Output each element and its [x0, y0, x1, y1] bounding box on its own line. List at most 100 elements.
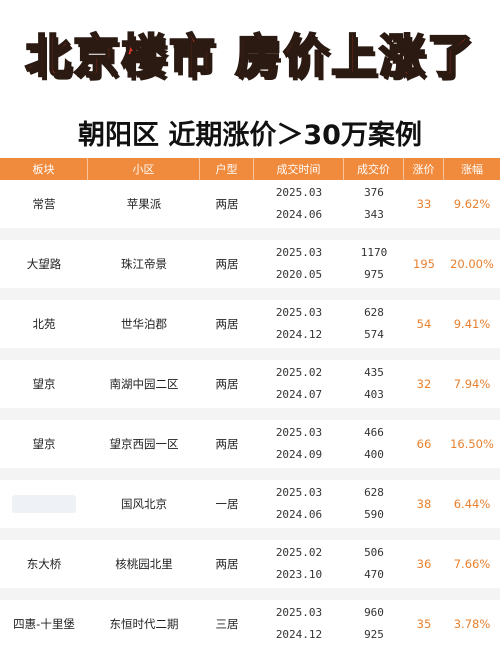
cell-pct: 9.41% [453, 317, 491, 331]
deal-price-new: 628 [364, 486, 384, 499]
cell-pct: 3.78% [453, 617, 491, 631]
cell-area: 常营 [32, 197, 56, 211]
cell-area [0, 480, 88, 528]
cell-rise: 33 [416, 197, 432, 211]
cell-area: 四惠-十里堡 [13, 617, 75, 631]
deal-date-new: 2025.03 [275, 486, 323, 499]
header-community: 小区 [88, 158, 200, 180]
table-row: 东大桥 核桃园北里 两居 2025.02 2023.10 506 470 36 … [0, 540, 500, 588]
deal-date-old: 2024.06 [275, 508, 323, 521]
cell-rise: 38 [416, 497, 432, 511]
deal-price-old: 470 [364, 568, 384, 581]
deal-price-new: 1170 [360, 246, 388, 259]
cell-dates: 2025.03 2024.06 [254, 480, 344, 528]
cell-layout: 两居 [215, 257, 239, 271]
cell-pct: 7.94% [453, 377, 491, 391]
deal-date-new: 2025.02 [275, 546, 323, 559]
cell-area: 东大桥 [26, 557, 62, 571]
deal-date-old: 2024.12 [275, 628, 323, 641]
cell-area: 北苑 [32, 317, 56, 331]
deal-date-old: 2023.10 [275, 568, 323, 581]
cell-dates: 2025.03 2024.09 [254, 420, 344, 468]
cell-layout: 三居 [215, 617, 239, 631]
cell-prices: 628 590 [344, 480, 404, 528]
header-pct: 涨幅 [461, 163, 483, 176]
cell-rise: 195 [413, 257, 435, 271]
cell-layout: 两居 [215, 557, 239, 571]
deal-date-new: 2025.03 [275, 186, 323, 199]
cell-pct: 6.44% [453, 497, 491, 511]
cell-dates: 2025.02 2024.07 [254, 360, 344, 408]
row-separator [0, 468, 500, 480]
deal-date-old: 2024.12 [275, 328, 323, 341]
deal-price-old: 403 [364, 388, 384, 401]
cell-layout: 两居 [215, 317, 239, 331]
cell-community: 核桃园北里 [115, 557, 173, 571]
cell-pct: 16.50% [450, 437, 494, 451]
cell-prices: 435 403 [344, 360, 404, 408]
deal-date-old: 2024.07 [275, 388, 323, 401]
cell-community: 望京西园一区 [109, 437, 179, 451]
deal-price-new: 376 [364, 186, 384, 199]
header-price: 成交价 [344, 158, 404, 180]
deal-price-old: 574 [364, 328, 384, 341]
deal-date-old: 2024.09 [275, 448, 323, 461]
cell-prices: 506 470 [344, 540, 404, 588]
row-separator [0, 288, 500, 300]
table-row: 常营 苹果派 两居 2025.03 2024.06 376 343 33 9.6… [0, 180, 500, 228]
deal-date-old: 2024.06 [275, 208, 323, 221]
cell-rise: 35 [416, 617, 432, 631]
cell-community: 苹果派 [126, 197, 162, 211]
deal-price-old: 400 [364, 448, 384, 461]
cell-prices: 376 343 [344, 180, 404, 228]
table-row: 四惠-十里堡 东恒时代二期 三居 2025.03 2024.12 960 925… [0, 600, 500, 648]
cell-pct: 7.66% [453, 557, 491, 571]
header-rise: 涨价 [404, 158, 444, 180]
deal-price-new: 628 [364, 306, 384, 319]
deal-date-new: 2025.03 [275, 606, 323, 619]
cell-dates: 2025.03 2024.12 [254, 600, 344, 648]
deal-price-new: 466 [364, 426, 384, 439]
cell-rise: 54 [416, 317, 432, 331]
cell-prices: 1170 975 [344, 240, 404, 288]
deal-price-old: 925 [364, 628, 384, 641]
row-separator [0, 528, 500, 540]
cell-layout: 两居 [215, 197, 239, 211]
cell-rise: 36 [416, 557, 432, 571]
table-header-row: 板块 小区 户型 成交时间 成交价 涨价 涨幅 [0, 158, 500, 180]
page-subtitle: 朝阳区 近期涨价＞30万案例 [78, 119, 422, 151]
cell-area: 大望路 [26, 257, 62, 271]
table-row: 北苑 世华泊郡 两居 2025.03 2024.12 628 574 54 9.… [0, 300, 500, 348]
deal-price-old: 343 [364, 208, 384, 221]
row-separator [0, 588, 500, 600]
row-separator [0, 408, 500, 420]
deal-date-new: 2025.03 [275, 246, 323, 259]
cell-pct: 9.62% [453, 197, 491, 211]
cell-dates: 2025.03 2024.12 [254, 300, 344, 348]
cell-prices: 466 400 [344, 420, 404, 468]
deal-date-old: 2020.05 [275, 268, 323, 281]
deal-price-new: 435 [364, 366, 384, 379]
cell-area: 望京 [32, 377, 56, 391]
cell-rise: 66 [416, 437, 432, 451]
table-row: 望京 南湖中园二区 两居 2025.02 2024.07 435 403 32 … [0, 360, 500, 408]
cell-layout: 两居 [215, 377, 239, 391]
deal-price-new: 506 [364, 546, 384, 559]
cell-community: 珠江帝景 [121, 257, 167, 271]
cell-community: 东恒时代二期 [109, 617, 179, 631]
header-layout: 户型 [200, 158, 254, 180]
price-table: 板块 小区 户型 成交时间 成交价 涨价 涨幅 常营 苹果派 两居 2025.0… [0, 158, 500, 648]
table-row: 望京 望京西园一区 两居 2025.03 2024.09 466 400 66 … [0, 420, 500, 468]
cell-community: 南湖中园二区 [109, 377, 179, 391]
cell-pct: 20.00% [450, 257, 494, 271]
row-separator [0, 348, 500, 360]
cell-area: 望京 [32, 437, 56, 451]
cell-layout: 两居 [215, 437, 239, 451]
cell-rise: 32 [416, 377, 432, 391]
banner: 北京楼市 房价上涨了 [0, 0, 500, 105]
cell-community: 国风北京 [121, 497, 167, 511]
cell-layout: 一居 [215, 497, 239, 511]
deal-price-old: 975 [364, 268, 384, 281]
deal-date-new: 2025.03 [275, 426, 323, 439]
table-row: 国风北京 一居 2025.03 2024.06 628 590 38 6.44% [0, 480, 500, 528]
